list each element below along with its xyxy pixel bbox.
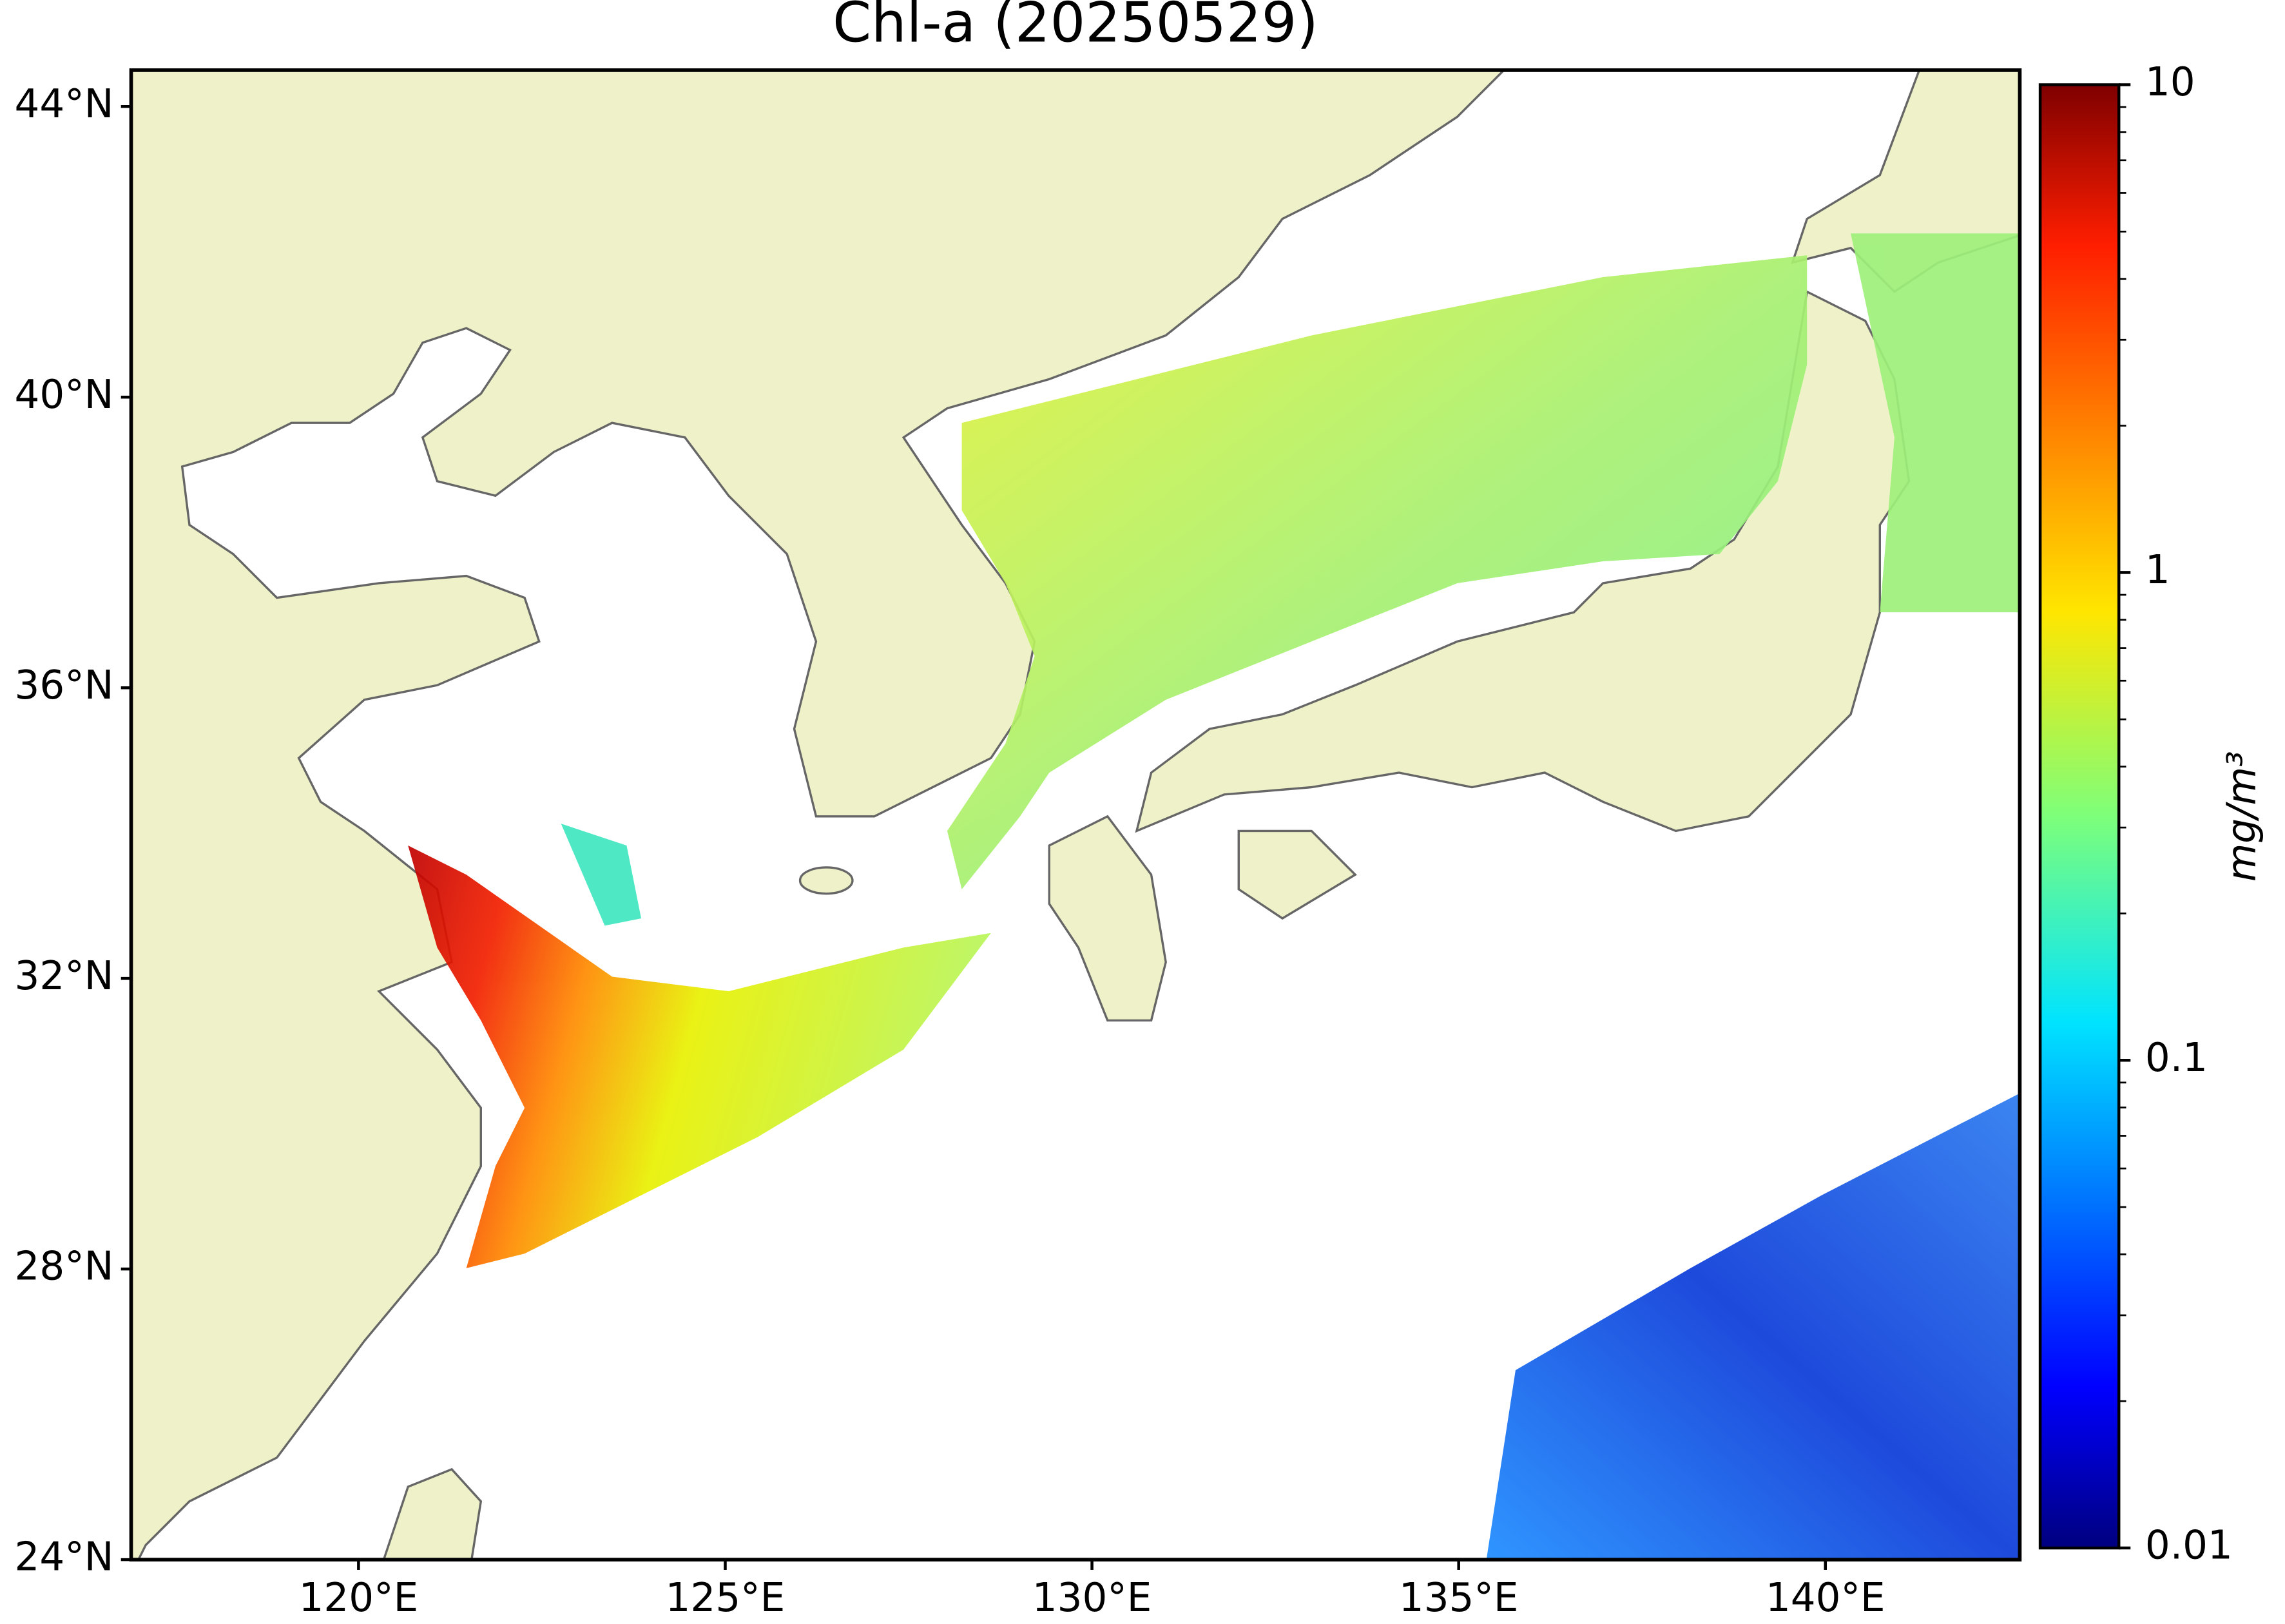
colorbar-label: mg/m³ [2219, 751, 2264, 882]
yellow-sea-patch [561, 824, 642, 926]
y-tick-label: 28°N [15, 1244, 114, 1290]
x-tick-label: 130°E [1032, 1575, 1152, 1621]
x-tick-label: 125°E [666, 1575, 786, 1621]
colorbar-tick-label: 0.1 [2145, 1035, 2208, 1081]
colorbar-tick-label: 10 [2145, 59, 2195, 105]
y-tick-label: 32°N [15, 953, 114, 999]
map-title: Chl-a (20250529) [833, 0, 1318, 55]
shikoku [1237, 829, 1357, 920]
pacific-south-patch [1486, 1093, 2020, 1560]
pacific-north-patch [1851, 233, 2020, 613]
y-tick-label: 44°N [15, 81, 114, 127]
taiwan [382, 1467, 483, 1560]
sea-of-japan-patch [947, 255, 1808, 889]
kyushu [1048, 815, 1167, 1022]
axes-frame [129, 68, 2022, 1561]
east-china-sea-patch [408, 846, 991, 1268]
land [131, 70, 2020, 1560]
y-tick-label: 36°N [15, 662, 114, 708]
chlorophyll-field [408, 233, 2020, 1560]
colorbar-tick-label: 1 [2145, 547, 2170, 593]
x-tick-label: 120°E [299, 1575, 419, 1621]
map-area [131, 70, 2020, 1560]
x-tick-label: 140°E [1766, 1575, 1885, 1621]
mainland [131, 70, 1506, 1560]
colorbar-tick-label: 0.01 [2145, 1523, 2233, 1569]
x-tick-label: 135°E [1399, 1575, 1519, 1621]
honshu [1135, 290, 1911, 833]
y-tick-label: 24°N [15, 1534, 114, 1580]
colorbar [2038, 83, 2121, 1550]
jeju [798, 866, 854, 895]
y-tick-label: 40°N [15, 372, 114, 418]
